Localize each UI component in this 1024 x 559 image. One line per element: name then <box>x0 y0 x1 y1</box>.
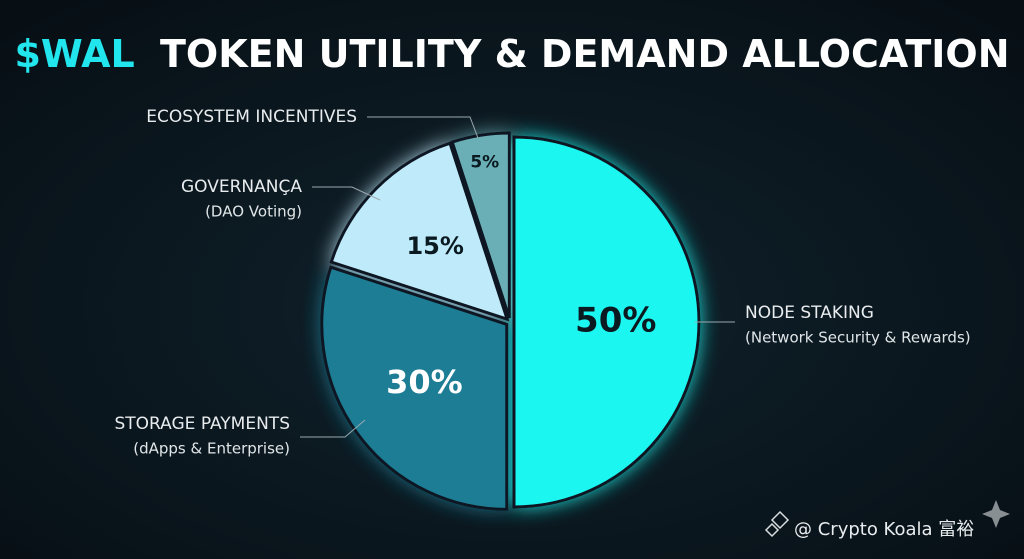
value-label: 50% <box>575 301 656 341</box>
value-label: 5% <box>470 153 499 173</box>
leader-line <box>300 419 366 438</box>
category-label: ECOSYSTEM INCENTIVES <box>146 107 357 127</box>
leader-lines <box>300 116 735 438</box>
category-sublabel: (dApps & Enterprise) <box>133 440 290 458</box>
category-sublabel: (Network Security & Rewards) <box>745 329 971 347</box>
title-main: TOKEN UTILITY & DEMAND ALLOCATION <box>160 32 1010 76</box>
value-label: 30% <box>386 363 463 401</box>
leader-line <box>312 186 381 201</box>
watermark: @ Crypto Koala 富裕 <box>794 519 974 540</box>
category-label: GOVERNANÇA <box>181 177 302 197</box>
sparkle-icon <box>982 500 1010 528</box>
pie-slice <box>320 265 509 511</box>
category-label: NODE STAKING <box>745 303 874 323</box>
category-label: STORAGE PAYMENTS <box>115 414 291 434</box>
labels: 50% NODE STAKING (Network Security & Rewar… <box>115 107 971 458</box>
pie <box>320 131 701 511</box>
chart-title: $WAL TOKEN UTILITY & DEMAND ALLOCATION <box>14 32 1009 76</box>
pie-slice <box>329 141 510 322</box>
category-sublabel: (DAO Voting) <box>205 203 302 221</box>
pie-slice <box>450 131 511 319</box>
watermark-icon <box>764 510 790 538</box>
title-highlight: $WAL <box>14 32 134 76</box>
leader-line <box>367 116 479 139</box>
value-label: 15% <box>406 232 463 260</box>
